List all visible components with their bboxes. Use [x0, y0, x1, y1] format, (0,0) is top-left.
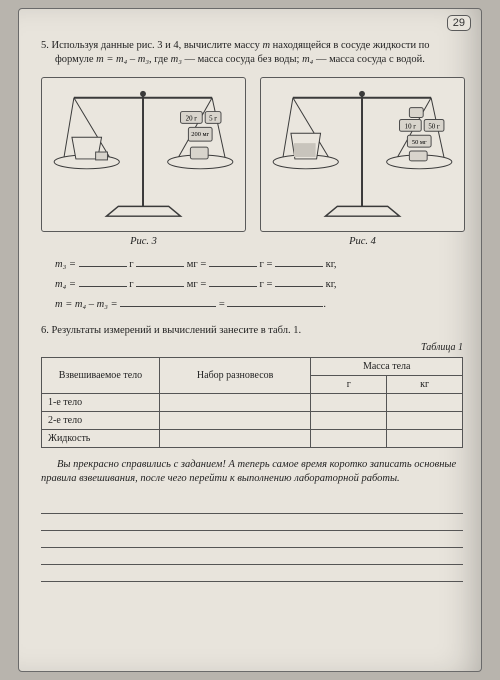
- weight-label: 200 мг: [191, 132, 209, 139]
- col-mass: Масса тела: [311, 358, 463, 376]
- balance-scale-4: 10 г 50 г 50 мг: [261, 78, 464, 231]
- equation-lines: m₃ = г мг = г = кг, m₄ = г мг = г = кг, …: [41, 255, 463, 315]
- workbook-page: 29 5. Используя данные рис. 3 и 4, вычис…: [18, 8, 482, 672]
- eq-line-m: m = m₄ – m₃ = = .: [55, 295, 463, 315]
- weight-label: 5 г: [209, 116, 217, 123]
- weight-label: 50 мг: [412, 139, 427, 146]
- table-row: 2-е тело: [42, 412, 463, 430]
- blank-line: [41, 548, 463, 565]
- results-table: Взвешиваемое тело Набор разновесов Масса…: [41, 357, 463, 448]
- col-kg: кг: [387, 376, 463, 394]
- eq-line-m4: m₄ = г мг = г = кг,: [55, 275, 463, 295]
- page-number-badge: 29: [447, 15, 471, 31]
- table-header-row: Взвешиваемое тело Набор разновесов Масса…: [42, 358, 463, 376]
- figure-4-caption: Рис. 4: [260, 236, 465, 247]
- figure-4: 10 г 50 г 50 мг Рис. 4: [260, 77, 465, 247]
- figure-3-caption: Рис. 3: [41, 236, 246, 247]
- writing-lines: [41, 497, 463, 582]
- col-set: Набор разновесов: [159, 358, 311, 394]
- blank-line: [41, 497, 463, 514]
- balance-scale-3: 20 г 5 г 200 мг: [42, 78, 245, 231]
- weight-label: 50 г: [428, 124, 440, 131]
- eq-line-m3: m₃ = г мг = г = кг,: [55, 255, 463, 275]
- col-body: Взвешиваемое тело: [42, 358, 160, 394]
- weight-label: 20 г: [186, 116, 198, 123]
- blank-line: [41, 531, 463, 548]
- figure-3: 20 г 5 г 200 мг Рис. 3: [41, 77, 246, 247]
- figure-3-box: 20 г 5 г 200 мг: [41, 77, 246, 232]
- table-row: 1-е тело: [42, 394, 463, 412]
- blank-line: [41, 565, 463, 582]
- weight-label: 10 г: [405, 124, 417, 131]
- task-5-text: 5. Используя данные рис. 3 и 4, вычислит…: [41, 39, 463, 67]
- table-caption: Таблица 1: [41, 342, 463, 353]
- closing-text: Вы прекрасно справились с заданием! А те…: [41, 458, 463, 486]
- figure-4-box: 10 г 50 г 50 мг: [260, 77, 465, 232]
- table-row: Жидкость: [42, 430, 463, 448]
- col-g: г: [311, 376, 387, 394]
- figures-row: 20 г 5 г 200 мг Рис. 3: [41, 77, 463, 247]
- task-6-text: 6. Результаты измерений и вычислений зан…: [41, 325, 463, 336]
- blank-line: [41, 514, 463, 531]
